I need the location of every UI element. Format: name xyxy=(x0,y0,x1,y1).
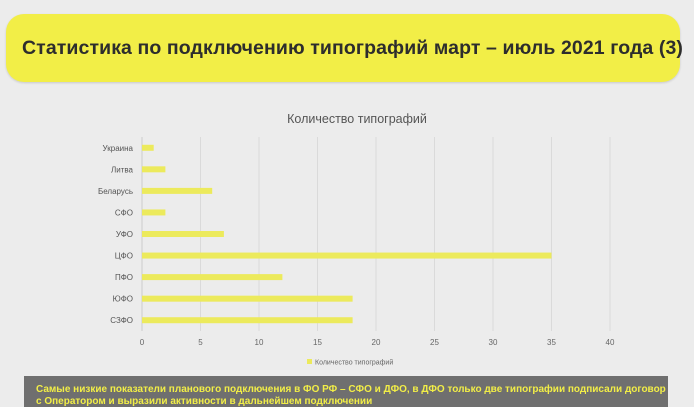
slide-title: Статистика по подключению типографий мар… xyxy=(22,36,684,59)
x-tick-label: 40 xyxy=(606,338,615,347)
x-tick-label: 15 xyxy=(313,338,322,347)
category-label: СЗФО xyxy=(110,316,133,325)
legend-label: Количество типографий xyxy=(315,359,393,367)
x-tick-label: 10 xyxy=(255,338,264,347)
category-label: ПФО xyxy=(115,273,133,282)
bar xyxy=(142,144,154,151)
bar xyxy=(142,187,213,194)
chart-legend: Количество типографий xyxy=(307,359,393,367)
chart-category-labels: Украина Литва Беларусь СФО УФО ЦФО ПФО ЮФО СЗФО xyxy=(98,144,134,325)
x-tick-label: 0 xyxy=(140,338,145,347)
bar xyxy=(142,317,353,324)
bar xyxy=(142,166,166,173)
category-label: Украина xyxy=(103,144,134,153)
legend-swatch xyxy=(307,359,312,364)
x-tick-label: 35 xyxy=(547,338,556,347)
bar-chart: Количество типографий Украина Литва Белару… xyxy=(98,112,615,367)
bar xyxy=(142,274,283,281)
category-label: СФО xyxy=(115,208,133,217)
chart-title: Количество типографий xyxy=(287,112,427,126)
category-label: ЮФО xyxy=(113,295,133,304)
category-label: УФО xyxy=(116,230,133,239)
chart-bars xyxy=(142,144,552,324)
category-label: ЦФО xyxy=(115,252,133,261)
category-label: Литва xyxy=(111,165,134,174)
bar xyxy=(142,231,224,237)
bar xyxy=(142,252,552,259)
x-tick-label: 25 xyxy=(430,338,439,347)
chart-gridlines xyxy=(141,137,611,331)
x-tick-label: 30 xyxy=(489,338,498,347)
footer-note: Самые низкие показатели планового подклю… xyxy=(24,376,668,407)
bar xyxy=(142,295,353,302)
x-tick-label: 5 xyxy=(198,338,203,347)
x-tick-label: 20 xyxy=(372,338,381,347)
footer-text: Самые низкие показатели планового подклю… xyxy=(36,384,666,407)
title-banner: Статистика по подключению типографий мар… xyxy=(6,14,684,82)
chart-tick-labels: 0 5 10 15 20 25 30 35 40 xyxy=(140,338,615,347)
bar xyxy=(142,209,166,216)
category-label: Беларусь xyxy=(98,187,133,196)
